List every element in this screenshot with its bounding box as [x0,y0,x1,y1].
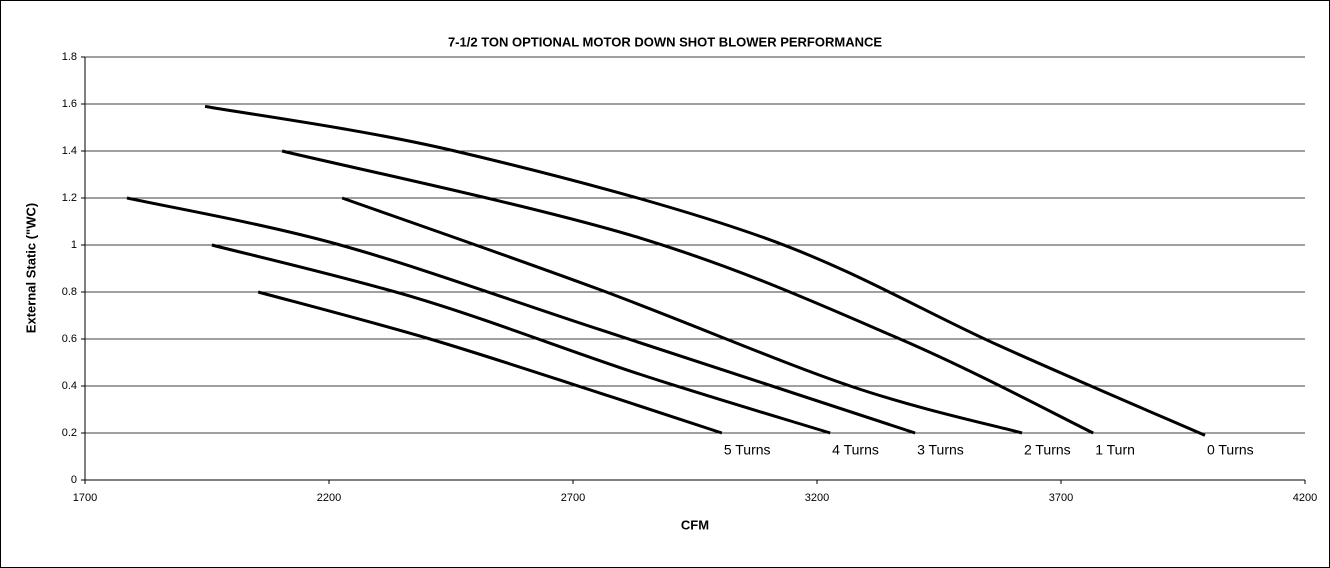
series-label: 1 Turn [1095,442,1135,458]
y-tick-label: 1.8 [62,51,77,63]
chart-title: 7-1/2 TON OPTIONAL MOTOR DOWN SHOT BLOWE… [448,34,882,49]
series-line [126,196,916,435]
y-tick-label: 0.4 [62,380,77,392]
y-tick-label: 1.6 [62,98,77,110]
y-tick-label: 0.6 [62,333,77,345]
series-line [257,290,723,435]
series-line [211,243,831,435]
series-label: 2 Turns [1024,442,1071,458]
x-tick-label: 3200 [805,492,829,504]
y-tick-label: 1.2 [62,192,77,204]
y-tick-label: 0.2 [62,427,77,439]
series-label: 3 Turns [917,442,964,458]
y-tick-label: 1.4 [62,145,77,157]
x-tick-label: 1700 [73,492,97,504]
series-label: 4 Turns [832,442,879,458]
y-axis-label: External Static ("WC) [23,203,38,333]
x-tick-label: 4200 [1293,492,1317,504]
series-line [341,196,1023,435]
y-tick-label: 0.8 [62,286,77,298]
series-label: 0 Turns [1207,442,1254,458]
series-line [204,104,1206,437]
y-tick-label: 0 [71,474,77,486]
x-tick-label: 2700 [561,492,585,504]
y-tick-label: 1 [71,239,77,251]
x-tick-label: 3700 [1049,492,1073,504]
series-line [281,149,1094,435]
series-label: 5 Turns [724,442,771,458]
x-tick-label: 2200 [317,492,341,504]
x-axis-label: CFM [681,517,709,532]
